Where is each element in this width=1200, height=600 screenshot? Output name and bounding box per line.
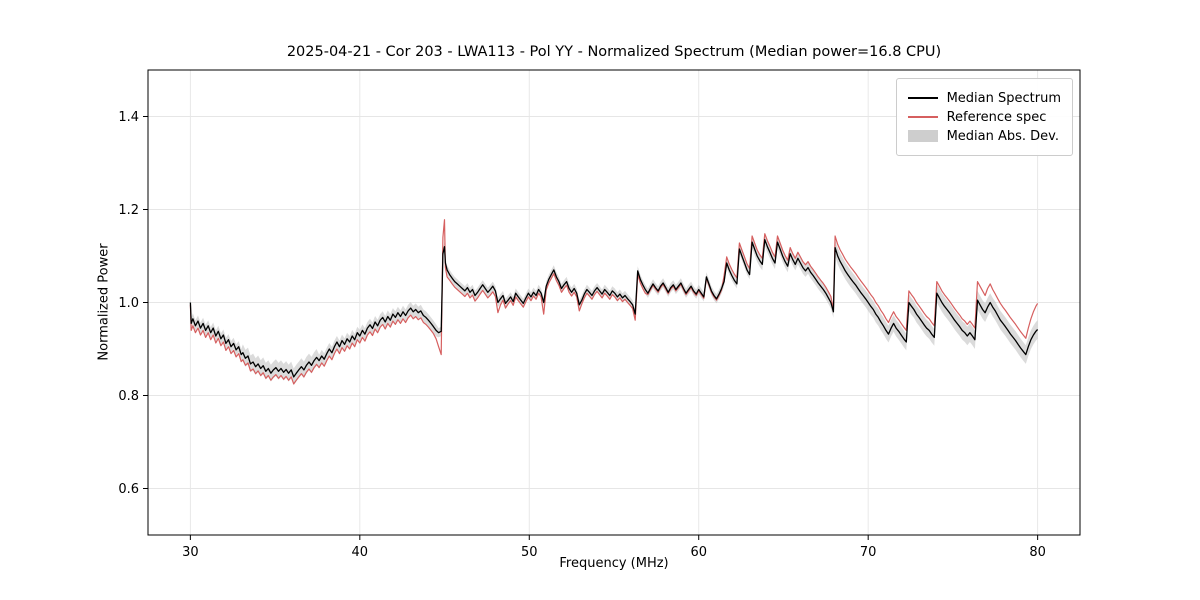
legend-label-reference-spec: Reference spec bbox=[946, 109, 1047, 125]
median-spectrum-line-swatch bbox=[907, 97, 938, 99]
x-axis-label: Frequency (MHz) bbox=[559, 556, 669, 571]
median-abs-dev-patch-swatch bbox=[907, 130, 938, 142]
y-tick-label: 1.0 bbox=[118, 296, 139, 311]
y-tick-label: 1.2 bbox=[118, 203, 139, 218]
plot-border bbox=[147, 69, 1081, 536]
y-tick-label: 1.4 bbox=[118, 110, 139, 125]
y-axis-label: Normalized Power bbox=[96, 243, 112, 361]
x-tick-label: 50 bbox=[521, 545, 538, 560]
legend-item-median-abs-dev: Median Abs. Dev. bbox=[907, 128, 1061, 144]
x-tick-label: 80 bbox=[1029, 545, 1046, 560]
median-abs-dev-band bbox=[190, 233, 1038, 386]
y-tick-label: 0.6 bbox=[118, 482, 139, 497]
x-tick-label: 60 bbox=[690, 545, 707, 560]
x-tick-label: 30 bbox=[182, 545, 199, 560]
legend-label-median-abs-dev: Median Abs. Dev. bbox=[946, 128, 1060, 144]
legend-label-median-spectrum: Median Spectrum bbox=[946, 90, 1061, 106]
chart-title: 2025-04-21 - Cor 203 - LWA113 - Pol YY -… bbox=[286, 44, 942, 60]
reference-spec-line bbox=[189, 219, 1039, 385]
legend: Median Spectrum Reference spec Median Ab… bbox=[895, 78, 1073, 156]
legend-item-reference-spec: Reference spec bbox=[907, 109, 1061, 125]
x-tick-label: 40 bbox=[352, 545, 369, 560]
x-tick-label: 70 bbox=[860, 545, 877, 560]
median-spectrum-line bbox=[189, 239, 1039, 378]
reference-spec-line-swatch bbox=[907, 116, 938, 118]
y-tick-label: 0.8 bbox=[118, 389, 139, 404]
legend-item-median-spectrum: Median Spectrum bbox=[907, 90, 1061, 106]
